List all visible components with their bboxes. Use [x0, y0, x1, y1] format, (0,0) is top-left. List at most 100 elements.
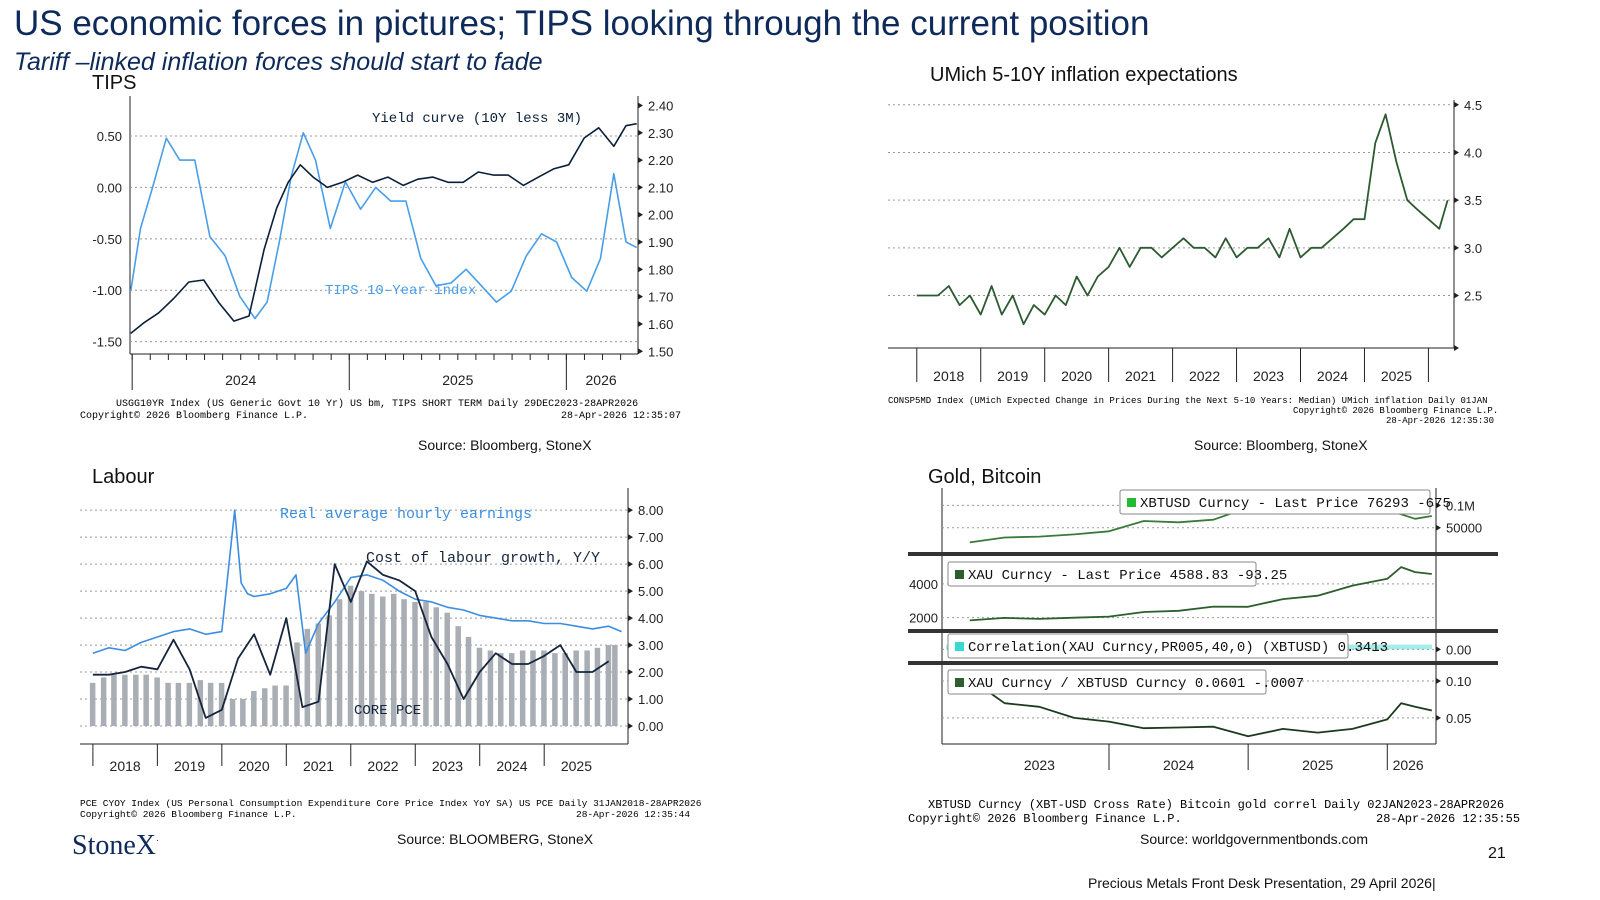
labour-core-pce-bar [262, 688, 268, 726]
labour-x-tick-label: 2023 [432, 758, 463, 774]
labour-core-pce-bar [347, 585, 354, 726]
labour-x-tick-label: 2021 [303, 758, 334, 774]
gold-source: Source: worldgovernmentbonds.com [1140, 831, 1369, 847]
labour-core-pce-bar [562, 653, 568, 726]
umich-footnote-timestamp: 28-Apr-2026 12:35:30 [1386, 416, 1495, 426]
gold-legend-swatch [1127, 498, 1136, 507]
labour-core-pce-bar [89, 682, 96, 726]
umich-x-tick-label: 2022 [1189, 368, 1220, 384]
gold-legend-swatch [955, 678, 964, 687]
labour-core-pce-bar [455, 626, 461, 726]
gold-x-tick-label: 2025 [1302, 757, 1333, 773]
tips-right-tick-label: 2.20 [648, 153, 673, 168]
labour-core-pce-bar [294, 642, 300, 726]
gold-series-line [969, 676, 1432, 738]
labour-core-pce-bar [412, 601, 418, 726]
labour-core-pce-bar [240, 699, 246, 726]
labour-core-pce-bar [423, 601, 429, 726]
gold-legend-box [947, 561, 1257, 587]
umich-panel-label: UMich 5-10Y inflation expectations [930, 64, 1238, 86]
labour-tick [628, 561, 633, 568]
umich-tick [1454, 197, 1459, 204]
stonex-logo: StoneX· [72, 830, 159, 862]
labour-core-pce-bar [175, 682, 182, 726]
labour-core-pce-bar [100, 677, 107, 726]
labour-core-pce-bar [465, 636, 472, 726]
tips-right-tick-label: 1.50 [648, 344, 673, 359]
gold-legend-swatch [955, 570, 964, 579]
umich-x-tick-label: 2025 [1381, 368, 1412, 384]
tips-right-tick [638, 320, 643, 327]
labour-core-pce-bar [487, 650, 494, 726]
gold-panel-divider [908, 661, 1498, 665]
stonex-logo-text: StoneX [72, 830, 156, 861]
gold-legend: XAU Curncy - Last Price 4588.83 -93.25 [947, 561, 1287, 587]
gold-footnote-copyright: Copyright© 2026 Bloomberg Finance L.P. [908, 812, 1182, 826]
gold-x-tick-label: 2024 [1163, 757, 1194, 773]
tips-chart: -1.50 -1.00 -0.50 0.00 0.50 1.50 1.60 1.70 1.80 1… [92, 96, 673, 390]
gold-right-tick-label: 0.05 [1446, 711, 1471, 726]
umich-source: Source: Bloomberg, StoneX [1194, 437, 1368, 453]
tips-left-tick-label: 0.50 [97, 129, 122, 144]
tips-right-tick-label: 2.30 [648, 126, 673, 141]
tips-yield-curve-line [130, 122, 637, 335]
tips-x-tick-label: 2025 [442, 372, 473, 388]
gold-legend: XAU Curncy / XBTUSD Curncy 0.0601 -.0007 [947, 669, 1304, 695]
labour-core-pce-bar [605, 645, 612, 726]
labour-tick-label: 5.00 [638, 584, 663, 599]
labour-core-pce-bar [380, 596, 386, 726]
umich-x-tick-label: 2021 [1125, 368, 1156, 384]
tips-right-tick-label: 1.90 [648, 235, 673, 250]
tips-right-tick-label: 1.70 [648, 290, 673, 305]
gold-bitcoin-chart: 2023 2024 2025 2026 50000 0.1M 2000 4000 0.00 0.0… [908, 488, 1498, 773]
gold-legend-label: XAU Curncy - Last Price 4588.83 -93.25 [968, 568, 1287, 584]
tips-right-tick [638, 239, 643, 246]
labour-core-pce-bar [541, 650, 547, 726]
umich-chart: 2.5 3.0 3.5 4.0 4.5 2018 2019 2020 2021 2022 2023 2… [888, 98, 1482, 384]
labour-core-pce-bar [122, 674, 128, 726]
gold-panel-divider [908, 629, 1498, 633]
labour-tick-label: 2.00 [638, 665, 663, 680]
tips-right-tick-label: 2.00 [648, 208, 673, 223]
umich-footnote-copyright: Copyright© 2026 Bloomberg Finance L.P. [1293, 406, 1499, 416]
labour-core-pce-bar [283, 685, 289, 726]
labour-tick [628, 723, 633, 729]
umich-tick [1454, 101, 1459, 108]
tips-footnote-series: USGG10YR Index (US Generic Govt 10 Yr) U… [116, 399, 639, 410]
labour-tick [628, 615, 633, 622]
labour-panel-label: Labour [92, 466, 155, 488]
gold-x-tick-label: 2026 [1393, 757, 1424, 773]
gold-right-tick-label: 0.10 [1446, 674, 1471, 689]
umich-tick [1454, 345, 1459, 351]
labour-cost-line [92, 560, 610, 719]
gold-legend-box [947, 669, 1267, 695]
page-title: US economic forces in pictures; TIPS loo… [14, 4, 1150, 43]
labour-x-tick-label: 2022 [367, 758, 398, 774]
labour-core-pce-bar [390, 593, 397, 726]
gold-legend-label: Correlation(XAU Curncy,PR005,40,0) (XBTU… [968, 640, 1388, 656]
umich-footnote-series: CONSP5MD Index (UMich Expected Change in… [888, 396, 1488, 406]
umich-x-tick-label: 2024 [1317, 368, 1348, 384]
labour-footnote-series: PCE CYOY Index (US Personal Consumption … [80, 798, 702, 809]
gold-panel-divider [908, 552, 1498, 556]
labour-tick [628, 588, 633, 595]
tips-right-tick [638, 293, 643, 300]
tips-x-tick-label: 2024 [225, 372, 256, 388]
umich-tick-label: 2.5 [1464, 289, 1482, 304]
labour-core-pce-bar [358, 591, 365, 726]
tips-yield-curve-label: Yield curve (10Y less 3M) [372, 111, 582, 127]
labour-tick-label: 3.00 [638, 638, 663, 653]
tips-x-tick-label: 2026 [586, 372, 617, 388]
labour-core-pce-bar [229, 699, 236, 726]
gold-right-tick-label: 0.00 [1446, 642, 1471, 657]
gold-legend: Correlation(XAU Curncy,PR005,40,0) (XBTU… [947, 633, 1388, 659]
labour-tick-label: 1.00 [638, 692, 663, 707]
gold-legend-label: XBTUSD Curncy - Last Price 76293 -675 [1140, 496, 1451, 512]
labour-core-pce-bar [326, 615, 333, 726]
labour-core-pce-bar [369, 593, 375, 726]
labour-core-pce-bar [584, 650, 590, 726]
tips-right-tick [638, 157, 643, 164]
tips-right-tick [638, 129, 643, 136]
gold-right-tick-label: 0.1M [1446, 498, 1475, 513]
labour-core-pce-bar [165, 682, 171, 726]
